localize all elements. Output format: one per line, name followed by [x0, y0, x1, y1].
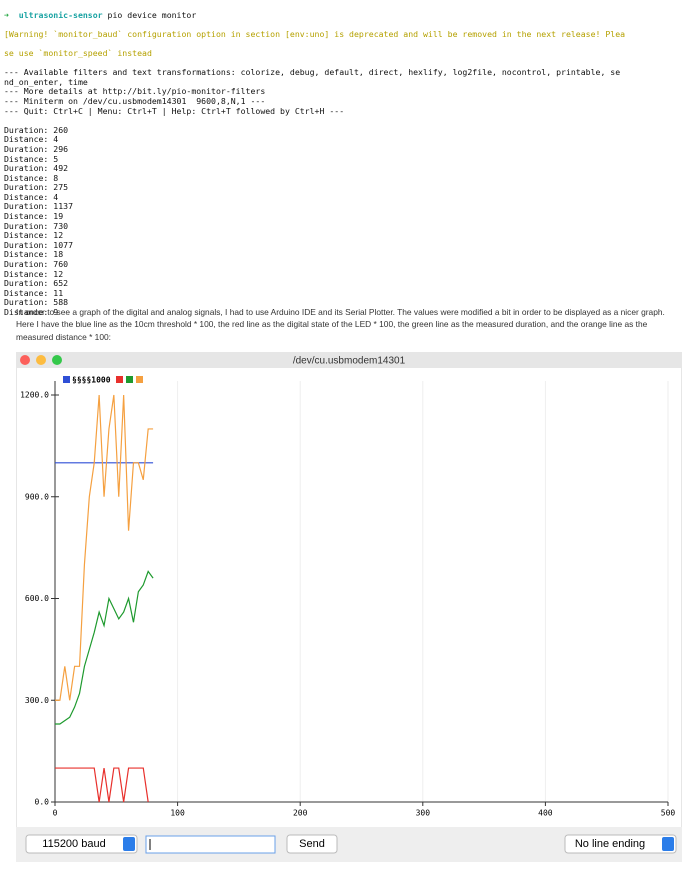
baud-label: 115200 baud: [42, 838, 105, 850]
x-tick-label: 0: [53, 809, 58, 818]
x-tick-label: 200: [293, 809, 308, 818]
info-line: nd_on_enter, time: [4, 77, 88, 87]
x-tick-label: 500: [661, 809, 676, 818]
info-line: --- More details at http://bit.ly/pio-mo…: [4, 87, 266, 97]
warning-line: se use `monitor_speed` instead: [4, 48, 152, 58]
reading-line: Duration: 1137: [4, 202, 74, 212]
legend-swatch: [136, 376, 143, 383]
paragraph: In order to see a graph of the digital a…: [16, 307, 665, 342]
reading-line: Distance: 9: [4, 308, 59, 317]
reading-line: Distance: 4: [4, 135, 59, 145]
reading-line: Distance: 4: [4, 192, 59, 202]
serial-plotter: /dev/cu.usbmodem14301 115200 baud Send N…: [16, 352, 682, 862]
info-block: --- Available filters and text transform…: [4, 68, 694, 116]
prompt-dir: ultrasonic-sensor: [18, 10, 103, 20]
reading-line: Duration: 296: [4, 144, 69, 154]
baud-select-arrow: [123, 837, 135, 851]
reading-line: Duration: 760: [4, 260, 69, 270]
legend-label: §§§§1000: [72, 376, 111, 385]
reading-line: Distance: 8: [4, 173, 59, 183]
close-button[interactable]: [20, 355, 30, 365]
warning-line: [Warning! `monitor_baud` configuration o…: [4, 29, 626, 39]
y-tick-label: 900.0: [25, 492, 49, 501]
series-line: [55, 394, 154, 701]
reading-line: Duration: 260: [4, 125, 69, 135]
x-tick-label: 100: [170, 809, 185, 818]
legend-swatch: [116, 376, 123, 383]
reading-line: Distance: 11: [4, 288, 64, 298]
send-label: Send: [299, 838, 325, 850]
y-tick-label: 1200.0: [20, 391, 49, 400]
x-tick-label: 300: [416, 809, 431, 818]
info-line: --- Miniterm on /dev/cu.usbmodem14301 96…: [4, 96, 266, 106]
reading-line: Distance: 19: [4, 212, 64, 222]
y-tick-label: 600.0: [25, 594, 49, 603]
series-line: [55, 570, 154, 725]
info-line: --- Quit: Ctrl+C | Menu: Ctrl+T | Help: …: [4, 106, 345, 116]
reading-line: Distance: 12: [4, 269, 64, 279]
baud-select[interactable]: [25, 834, 138, 854]
send-button[interactable]: [286, 834, 338, 854]
reading-line: Duration: 275: [4, 183, 69, 193]
input-field[interactable]: [145, 835, 276, 854]
reading-line: Duration: 652: [4, 279, 69, 289]
reading-line: Duration: 588: [4, 298, 69, 308]
reading-line: Distance: 5: [4, 154, 59, 164]
terminal: ➜ ultrasonic-sensor pio device monitor […: [4, 1, 694, 327]
title-bar: [16, 352, 682, 368]
reading-line: Duration: 492: [4, 164, 69, 174]
y-tick-label: 300.0: [25, 696, 49, 705]
zoom-button[interactable]: [52, 355, 62, 365]
legend-swatch: [63, 376, 70, 383]
command: pio device monitor: [107, 10, 197, 20]
info-line: --- Available filters and text transform…: [4, 68, 621, 78]
y-tick-label: 0.0: [35, 798, 50, 807]
minimize-button[interactable]: [36, 355, 46, 365]
window-title: /dev/cu.usbmodem14301: [293, 356, 406, 367]
line-ending-select[interactable]: [564, 834, 677, 854]
reading-line: Duration: 1077: [4, 240, 74, 250]
reading-line: Distance: 12: [4, 231, 64, 241]
reading-line: Duration: 730: [4, 221, 69, 231]
series-line: [55, 767, 149, 803]
line-ending-arrow: [662, 837, 674, 851]
legend-swatch: [126, 376, 133, 383]
readings: Duration: 260 Distance: 4 Duration: 296 Dis…: [4, 126, 694, 318]
x-tick-label: 400: [538, 809, 553, 818]
reading-line: Distance: 18: [4, 250, 64, 260]
line-ending-label: No line ending: [575, 838, 645, 850]
